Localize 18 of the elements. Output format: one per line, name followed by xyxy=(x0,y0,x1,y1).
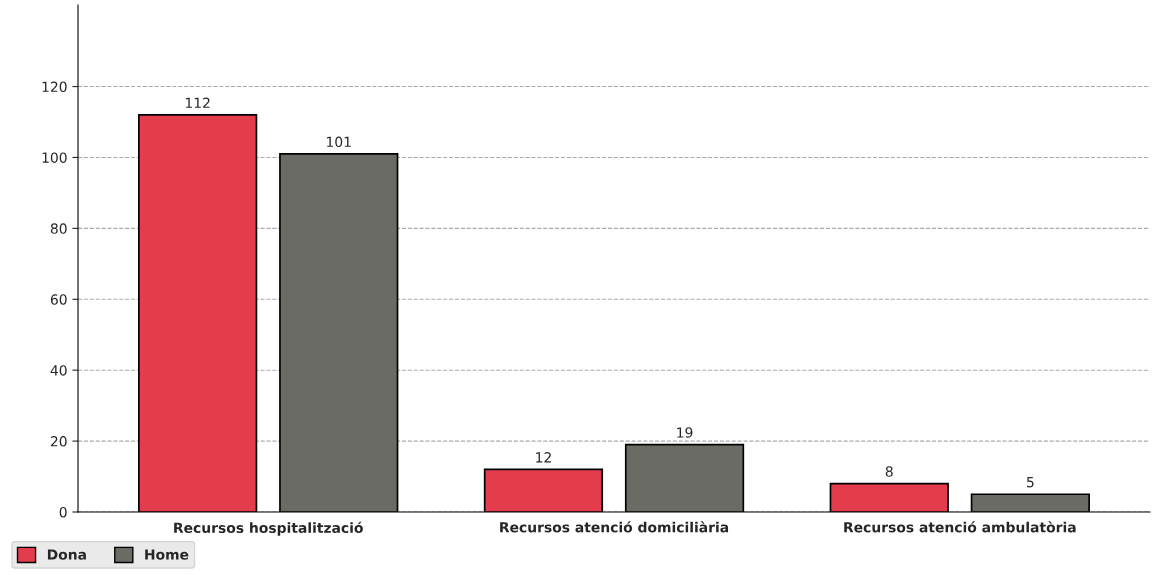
data-label: 8 xyxy=(885,466,893,477)
data-label: 12 xyxy=(536,452,551,463)
x-tick-label: Recursos atenció ambulatòria xyxy=(844,521,1076,533)
y-tick-label: 120 xyxy=(42,81,67,93)
x-tick-label: Recursos atenció domiciliària xyxy=(500,521,729,533)
y-tick-label: 100 xyxy=(42,152,67,163)
y-tick-label: 60 xyxy=(50,294,67,305)
data-label: 101 xyxy=(327,136,351,148)
x-tick-label: Recursos hospitalització xyxy=(174,521,363,536)
y-tick-label: 0 xyxy=(59,506,67,518)
data-label: 112 xyxy=(185,97,210,108)
data-label: 5 xyxy=(1027,477,1034,488)
y-tick-label: 40 xyxy=(50,365,67,376)
y-tick-label: 20 xyxy=(50,436,67,447)
legend-label: Dona xyxy=(47,549,86,560)
data-label: 19 xyxy=(677,427,693,438)
y-tick-label: 80 xyxy=(50,223,67,234)
legend-label: Home xyxy=(145,549,189,560)
